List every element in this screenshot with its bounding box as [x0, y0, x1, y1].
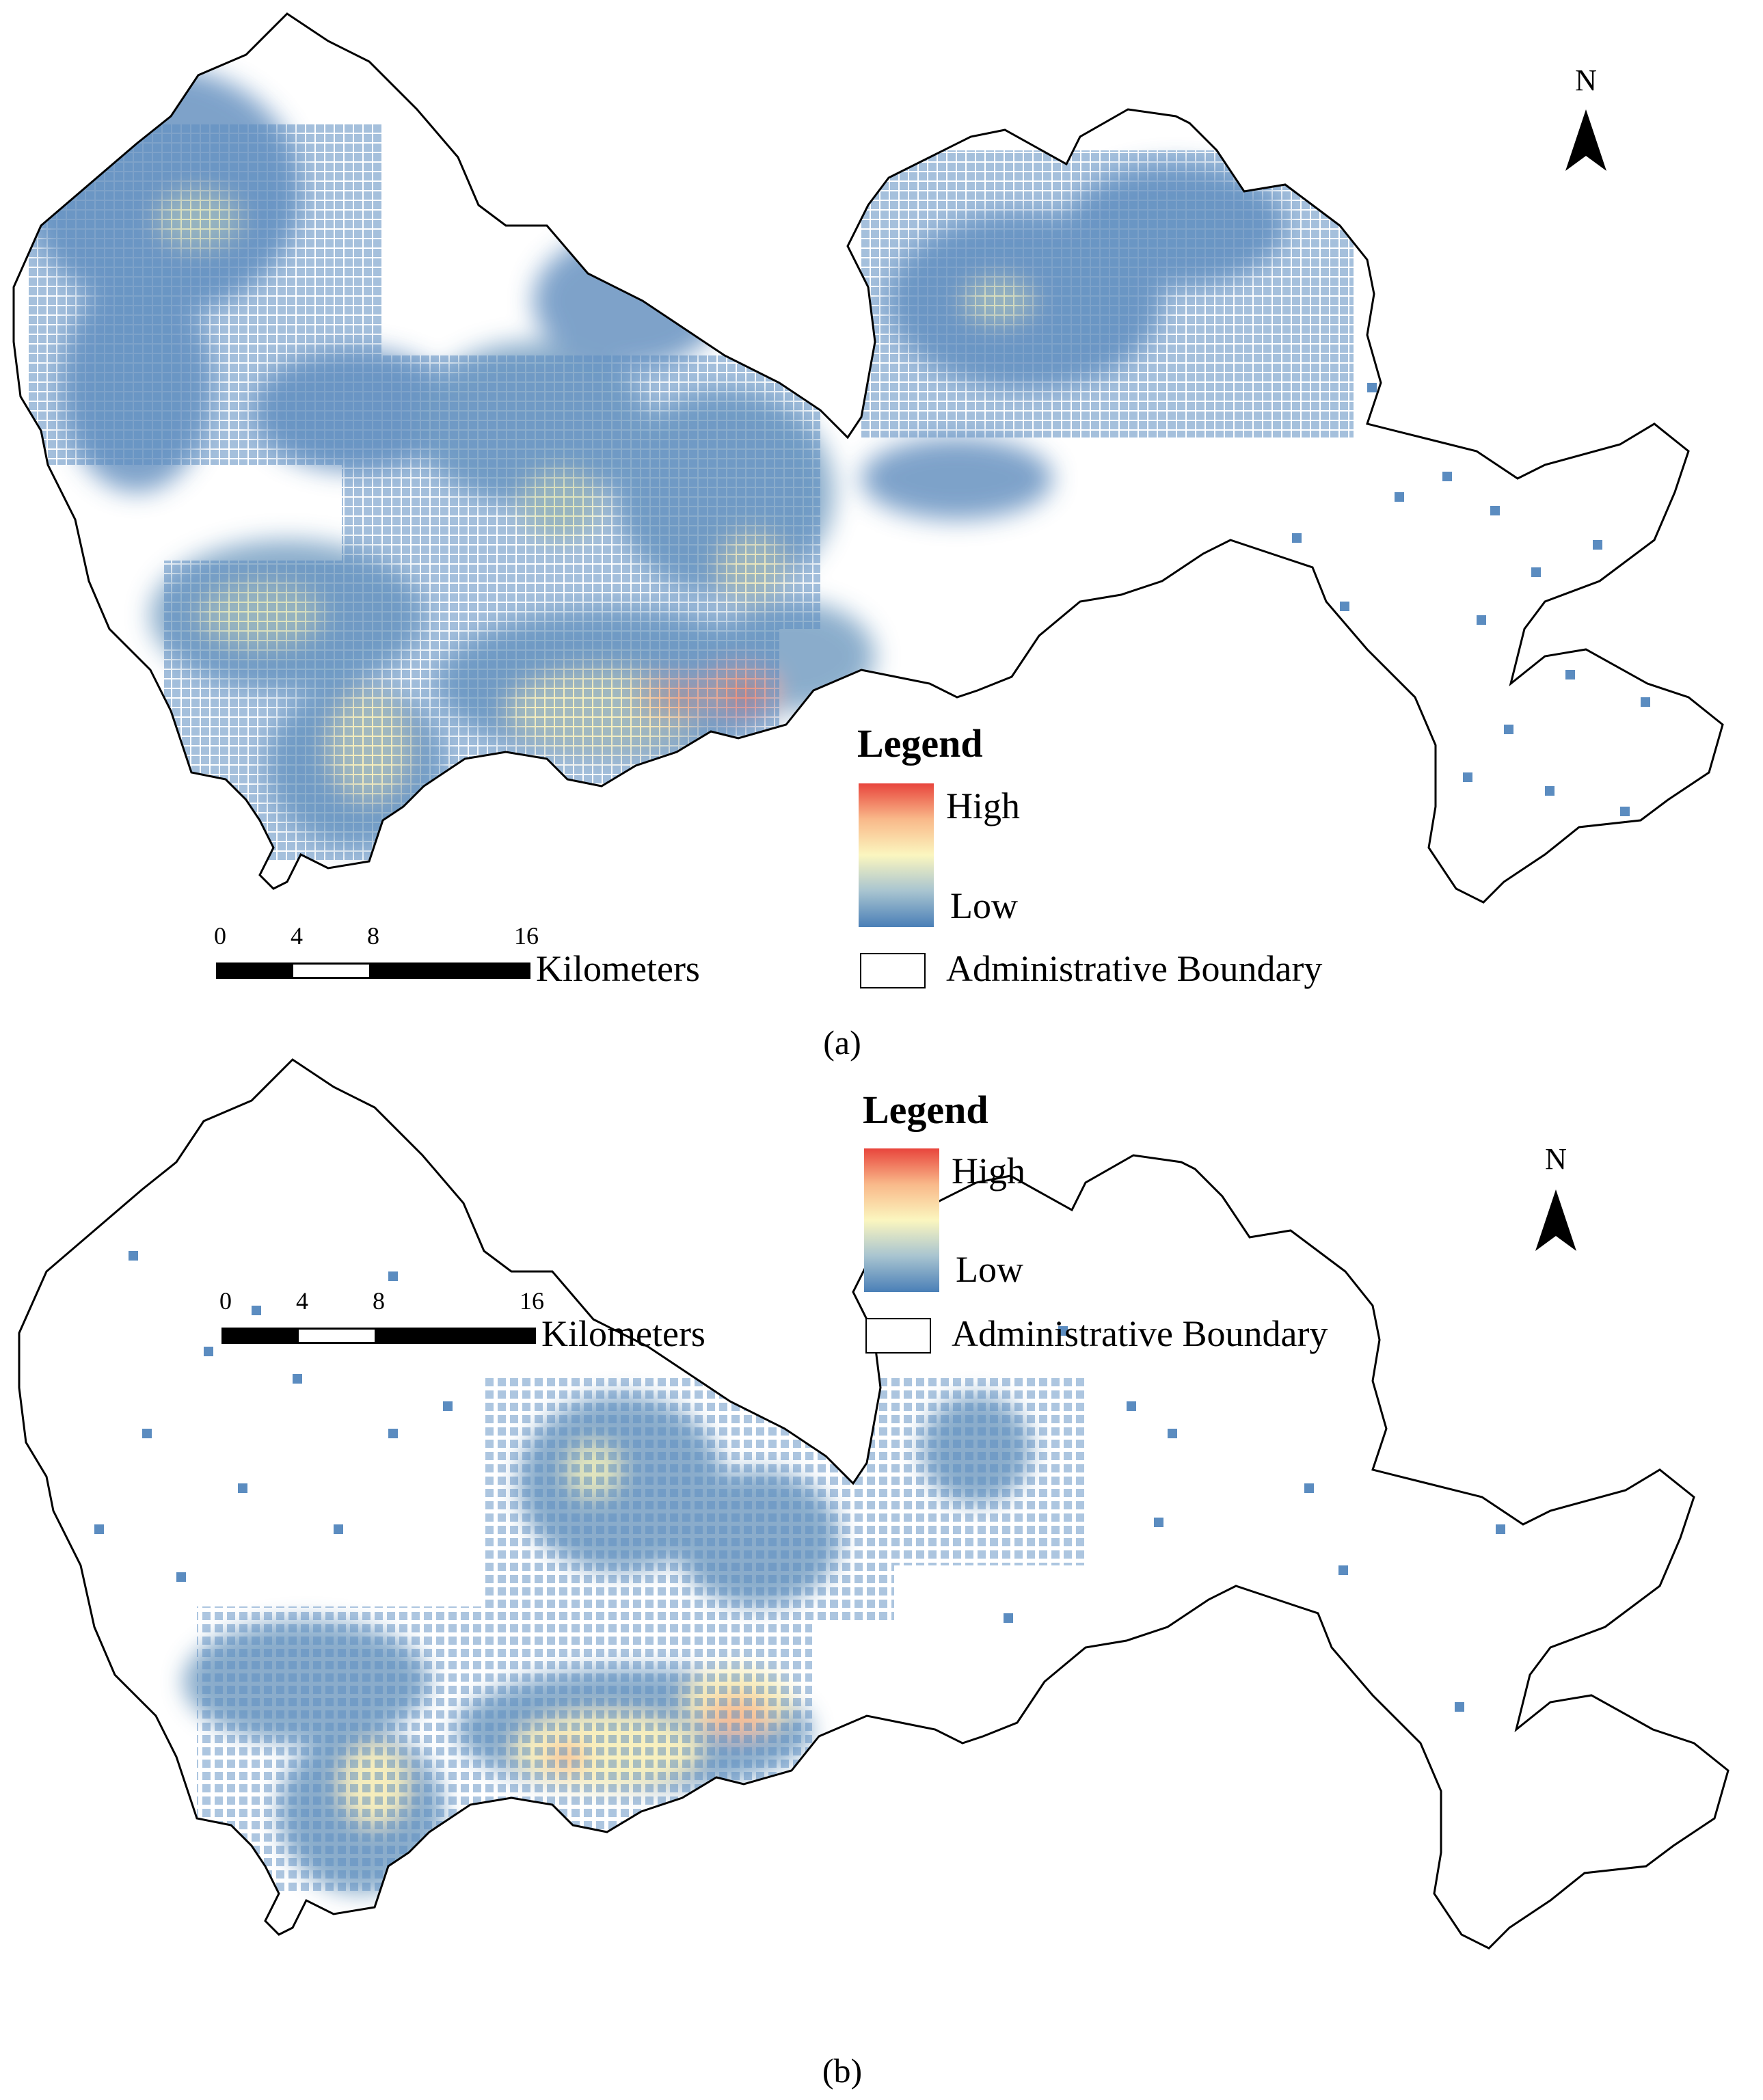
legend-low-label-a: Low: [950, 885, 1018, 926]
scale-tick-4-b: 4: [296, 1287, 308, 1315]
scale-tick-0-a: 0: [214, 922, 226, 950]
north-label-a: N: [1575, 64, 1597, 97]
north-label-b: N: [1545, 1142, 1567, 1176]
map-panel-b: N Legend High Low Administrative Boundar…: [0, 1046, 1763, 2100]
density-layer-b: [94, 1251, 1560, 1894]
scale-tick-8-b: 8: [373, 1287, 385, 1315]
scale-unit-a: Kilometers: [536, 948, 700, 989]
density-layer-a: [27, 68, 1650, 861]
scale-bar-a: [216, 962, 530, 979]
density-map-b: [18, 1058, 1730, 1950]
caption-b: (b): [822, 2051, 863, 2090]
legend-high-label-a: High: [946, 785, 1020, 826]
scale-tick-8-a: 8: [367, 922, 379, 950]
caption-a: (a): [823, 1023, 861, 1062]
scale-tick-0-b: 0: [219, 1287, 232, 1315]
legend-title-b: Legend: [863, 1088, 988, 1132]
legend-low-label-b: Low: [956, 1249, 1023, 1290]
legend-boundary-swatch-a: [860, 953, 926, 988]
density-map-a: [12, 12, 1724, 904]
north-arrow-icon-b: [1535, 1189, 1576, 1251]
legend-boundary-label-b: Administrative Boundary: [952, 1313, 1328, 1354]
legend-color-ramp-b: [864, 1148, 939, 1292]
legend-high-label-b: High: [952, 1150, 1025, 1192]
map-panel-a: N Legend High Low Administrative Boundar…: [0, 0, 1763, 1062]
legend-color-ramp-a: [859, 783, 934, 927]
scale-bar-b: [221, 1328, 536, 1344]
legend-title-a: Legend: [857, 721, 983, 766]
legend-boundary-label-a: Administrative Boundary: [946, 948, 1323, 989]
legend-boundary-swatch-b: [865, 1318, 931, 1354]
scale-tick-16-b: 16: [520, 1287, 544, 1315]
north-arrow-icon-a: [1565, 109, 1606, 171]
scale-unit-b: Kilometers: [541, 1313, 705, 1354]
scale-tick-4-a: 4: [291, 922, 303, 950]
scale-tick-16-a: 16: [514, 922, 539, 950]
